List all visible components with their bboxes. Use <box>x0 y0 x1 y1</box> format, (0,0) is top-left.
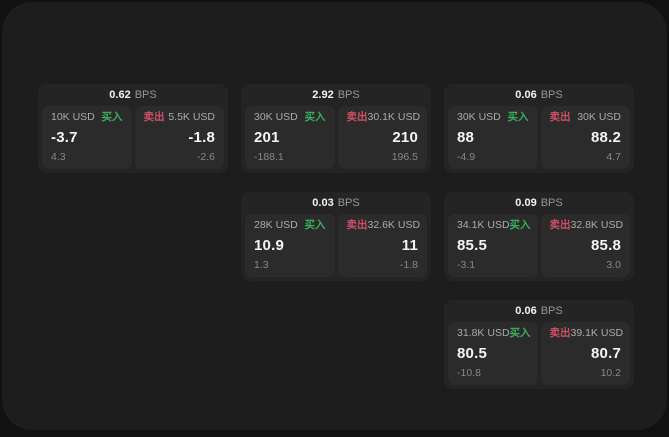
spread-unit: BPS <box>337 196 360 209</box>
buy-tile[interactable]: 30K USD 买入 201 -188.1 <box>245 106 335 169</box>
sell-tile[interactable]: 卖出 32.6K USD 11 -1.8 <box>337 214 427 277</box>
buy-tag: 买入 <box>304 111 326 123</box>
spread-unit: BPS <box>540 196 563 209</box>
buy-price: -3.7 <box>51 128 78 146</box>
price-tiles: 30K USD 买入 201 -188.1 卖出 30.1K USD 210 1… <box>241 106 431 173</box>
buy-delta: -3.1 <box>457 258 476 271</box>
sell-tag: 卖出 <box>549 219 571 231</box>
spread-header: 0.62 BPS <box>38 84 228 106</box>
quote-card: 0.09 BPS 34.1K USD 买入 85.5 -3.1 卖出 32.8K… <box>444 192 634 281</box>
sell-tile[interactable]: 卖出 30K USD 88.2 4.7 <box>540 106 630 169</box>
price-tiles: 31.8K USD 买入 80.5 -10.8 卖出 39.1K USD 80.… <box>444 322 634 389</box>
spread-value: 0.06 <box>515 88 537 101</box>
quote-card: 0.62 BPS 10K USD 买入 -3.7 4.3 卖出 5.5K USD <box>38 84 228 173</box>
sell-price: 11 <box>401 236 418 254</box>
buy-tag: 买入 <box>304 219 326 231</box>
buy-tag: 买入 <box>507 111 529 123</box>
spread-unit: BPS <box>540 304 563 317</box>
buy-delta: -10.8 <box>457 366 481 379</box>
sell-price: 210 <box>392 128 418 146</box>
quote-card: 0.06 BPS 31.8K USD 买入 80.5 -10.8 卖出 39.1… <box>444 300 634 389</box>
spread-header: 0.06 BPS <box>444 300 634 322</box>
app-window: 0.62 BPS 10K USD 买入 -3.7 4.3 卖出 5.5K USD <box>2 2 667 430</box>
sell-price: -1.8 <box>188 128 215 146</box>
spread-unit: BPS <box>540 88 563 101</box>
quote-card: 0.06 BPS 30K USD 买入 88 -4.9 卖出 30K USD <box>444 84 634 173</box>
sell-price: 88.2 <box>591 128 621 146</box>
sell-amount: 30.1K USD <box>367 111 421 123</box>
quote-card: 2.92 BPS 30K USD 买入 201 -188.1 卖出 30.1K … <box>241 84 431 173</box>
buy-price: 85.5 <box>457 236 487 254</box>
buy-amount: 30K USD <box>457 111 501 123</box>
buy-delta: 4.3 <box>51 150 66 163</box>
spread-header: 0.03 BPS <box>241 192 431 214</box>
spread-header: 2.92 BPS <box>241 84 431 106</box>
spread-value: 0.62 <box>109 88 131 101</box>
sell-tile[interactable]: 卖出 5.5K USD -1.8 -2.6 <box>134 106 224 169</box>
sell-delta: -2.6 <box>196 150 215 163</box>
sell-tag: 卖出 <box>346 111 368 123</box>
sell-amount: 30K USD <box>577 111 621 123</box>
buy-delta: -188.1 <box>254 150 284 163</box>
buy-amount: 31.8K USD <box>457 327 510 339</box>
buy-amount: 10K USD <box>51 111 95 123</box>
sell-tag: 卖出 <box>549 327 571 339</box>
sell-tile[interactable]: 卖出 39.1K USD 80.7 10.2 <box>540 322 630 385</box>
buy-tag: 买入 <box>509 219 531 231</box>
buy-tile[interactable]: 31.8K USD 买入 80.5 -10.8 <box>448 322 538 385</box>
sell-delta: 196.5 <box>391 150 418 163</box>
price-tiles: 30K USD 买入 88 -4.9 卖出 30K USD 88.2 4.7 <box>444 106 634 173</box>
sell-tag: 卖出 <box>346 219 368 231</box>
sell-tile[interactable]: 卖出 30.1K USD 210 196.5 <box>337 106 427 169</box>
spread-value: 0.03 <box>312 196 334 209</box>
quote-grid: 0.62 BPS 10K USD 买入 -3.7 4.3 卖出 5.5K USD <box>38 84 634 389</box>
buy-amount: 28K USD <box>254 219 298 231</box>
sell-price: 85.8 <box>591 236 621 254</box>
sell-amount: 32.6K USD <box>367 219 421 231</box>
buy-tag: 买入 <box>509 327 531 339</box>
sell-delta: -1.8 <box>399 258 418 271</box>
spread-value: 0.06 <box>515 304 537 317</box>
buy-amount: 34.1K USD <box>457 219 510 231</box>
buy-delta: 1.3 <box>254 258 269 271</box>
sell-amount: 39.1K USD <box>570 327 624 339</box>
sell-delta: 10.2 <box>600 366 621 379</box>
buy-tag: 买入 <box>101 111 123 123</box>
buy-delta: -4.9 <box>457 150 476 163</box>
buy-amount: 30K USD <box>254 111 298 123</box>
sell-tag: 卖出 <box>143 111 165 123</box>
spread-header: 0.09 BPS <box>444 192 634 214</box>
spread-value: 0.09 <box>515 196 537 209</box>
buy-tile[interactable]: 28K USD 买入 10.9 1.3 <box>245 214 335 277</box>
buy-tile[interactable]: 30K USD 买入 88 -4.9 <box>448 106 538 169</box>
buy-tile[interactable]: 34.1K USD 买入 85.5 -3.1 <box>448 214 538 277</box>
spread-unit: BPS <box>134 88 157 101</box>
price-tiles: 34.1K USD 买入 85.5 -3.1 卖出 32.8K USD 85.8… <box>444 214 634 281</box>
buy-price: 88 <box>457 128 475 146</box>
buy-price: 80.5 <box>457 344 487 362</box>
price-tiles: 10K USD 买入 -3.7 4.3 卖出 5.5K USD -1.8 -2.… <box>38 106 228 173</box>
spread-unit: BPS <box>337 88 360 101</box>
sell-amount: 5.5K USD <box>168 111 215 123</box>
sell-tag: 卖出 <box>549 111 571 123</box>
sell-amount: 32.8K USD <box>570 219 624 231</box>
spread-value: 2.92 <box>312 88 334 101</box>
buy-price: 10.9 <box>254 236 284 254</box>
sell-delta: 4.7 <box>606 150 621 163</box>
buy-price: 201 <box>254 128 280 146</box>
quote-card: 0.03 BPS 28K USD 买入 10.9 1.3 卖出 32.6K US… <box>241 192 431 281</box>
buy-tile[interactable]: 10K USD 买入 -3.7 4.3 <box>42 106 132 169</box>
price-tiles: 28K USD 买入 10.9 1.3 卖出 32.6K USD 11 -1.8 <box>241 214 431 281</box>
sell-tile[interactable]: 卖出 32.8K USD 85.8 3.0 <box>540 214 630 277</box>
sell-delta: 3.0 <box>606 258 621 271</box>
spread-header: 0.06 BPS <box>444 84 634 106</box>
sell-price: 80.7 <box>591 344 621 362</box>
